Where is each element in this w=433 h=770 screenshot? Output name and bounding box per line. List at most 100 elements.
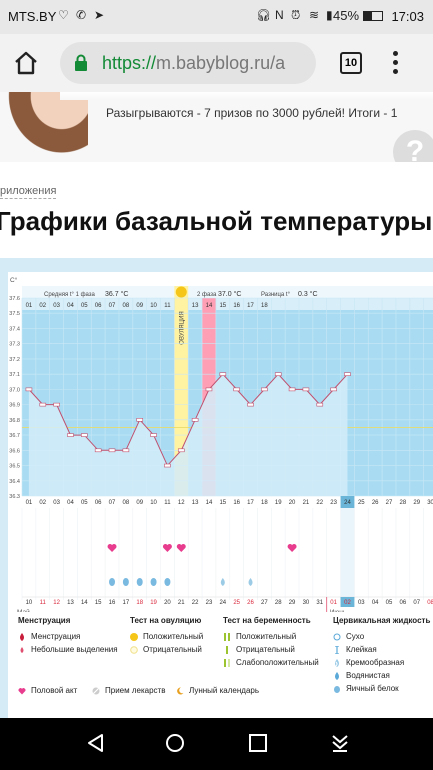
legend-item: Прием лекарств [92,684,165,697]
diff-label: Разница t° [261,292,291,298]
tab-switcher-button[interactable]: 10 [340,52,362,74]
top-day-row [22,298,433,310]
calendar-day-label: 22 [192,600,199,606]
intercourse-heart-icon [176,544,186,552]
y-tick-label: 36.7 [9,433,20,439]
android-nav-bar [0,718,433,770]
page-title: Графики базальной температуры [0,206,433,236]
phone-icon: ✆ [76,8,87,22]
temperature-point [233,387,240,392]
intercourse-heart-icon [162,544,172,552]
top-day-label: 04 [67,303,74,309]
url-text: m.babyblog.ru/a [156,53,286,73]
current-day-marker [340,496,355,508]
y-tick-label: 36.4 [9,479,20,485]
cycle-day-label: 21 [303,500,310,506]
legend-item: Сухо [333,630,430,643]
temperature-point [205,387,213,392]
cycle-day-label: 01 [26,500,33,506]
phase2-value: 37.0 °C [218,290,241,298]
cycle-day-label: 17 [247,500,254,506]
diff-value: 0.3 °C [298,290,318,298]
url-bar[interactable]: https://m.babyblog.ru/a [60,42,316,84]
home-icon[interactable] [12,49,40,77]
top-day-label: 07 [109,303,116,309]
small-drop-icon [20,646,24,653]
chart-panel: C° Средняя t° 1 фаза 36.7 °C 2 фаза 37.0 °C Р… [0,258,433,718]
calendar-day-label: 13 [67,600,74,606]
pill-icon [92,687,100,694]
calendar-day-label: 19 [150,600,157,606]
legend-item: Половой акт [18,684,77,697]
breadcrumb[interactable]: риложения [0,185,57,199]
calendar-day-label: 14 [81,600,88,606]
heart-monitor-icon: ♡ [58,8,69,22]
legend-heading: Цервикальная жидкость [333,616,431,625]
top-day-label: 13 [192,303,199,309]
y-tick-label: 36.9 [9,403,20,409]
temperature-point [330,387,337,392]
notifications-pulldown-icon[interactable] [330,733,350,753]
calendar-day-label: 02 [344,600,351,606]
temperature-point [302,387,310,392]
top-day-label: 08 [123,303,130,309]
y-tick-label: 37.6 [9,296,20,302]
calendar-day-label: 20 [164,600,171,606]
top-day-label: 11 [164,303,171,309]
battery-percent: 45% [333,8,360,23]
top-day-label: 09 [136,303,143,309]
calendar-day-label: 05 [386,600,393,606]
top-day-label: 05 [81,303,88,309]
cycle-day-label: 06 [95,500,102,506]
cycle-day-label: 12 [178,500,185,506]
creamy-icon [220,578,225,586]
legend-item: Клейкая [333,643,430,656]
calendar-day-label: 31 [316,600,323,606]
temperature-point [316,402,324,407]
carrier-label: MTS.BY [8,9,57,24]
cycle-day-label: 30 [427,500,433,506]
y-tick-label: 36.6 [9,448,20,454]
egg-white-icon [150,578,157,586]
top-day-label: 14 [206,303,213,309]
legend-cervical: Цервикальная жидкость Сухо Клейкая Кремо… [333,616,430,695]
alarm-icon: ⏰︎ [291,8,301,22]
calendar-day-label: 16 [109,600,116,606]
temperature-point [344,372,351,376]
overflow-menu-icon[interactable] [393,51,399,75]
y-tick-label: 37.4 [9,326,20,332]
temperature-point [247,402,254,407]
home-nav-icon[interactable] [165,733,185,753]
temperature-point [67,433,74,437]
creamy-icon [335,658,339,667]
cycle-day-label: 09 [136,500,143,506]
phase1-value: 36.7 °C [105,290,128,298]
phase2-label: 2 фаза [197,292,217,298]
temperature-point [219,372,227,376]
calendar-day-label: 21 [178,600,185,606]
cycle-day-label: 25 [358,500,365,506]
intercourse-heart-icon [107,544,117,552]
cycle-day-label: 11 [164,500,171,506]
calendar-day-label: 28 [275,600,282,606]
temperature-point [164,463,171,468]
recents-icon[interactable] [248,733,268,753]
cycle-day-label: 28 [400,500,407,506]
calendar-day-label: 07 [413,600,420,606]
temperature-point [177,448,185,453]
cycle-day-label: 15 [219,500,226,506]
calendar-day-label: 18 [136,600,143,606]
promo-banner[interactable]: Разыгрываются - 7 призов по 3000 рублей!… [0,92,433,162]
legend-item: Небольшие выделения [18,643,118,656]
back-icon[interactable] [86,733,106,753]
legend-item: Положительный [223,630,319,643]
y-tick-label: 37.0 [9,387,20,393]
calendar-day-label: 27 [261,600,268,606]
faint-line-icon [224,658,230,667]
ovulation-label: ОВУЛЯЦИЯ [179,311,185,344]
calendar-day-label: 04 [372,600,379,606]
current-day-column [340,508,355,600]
calendar-day-label: 23 [206,600,213,606]
cycle-day-label: 10 [150,500,157,506]
y-tick-label: 37.2 [9,357,20,363]
